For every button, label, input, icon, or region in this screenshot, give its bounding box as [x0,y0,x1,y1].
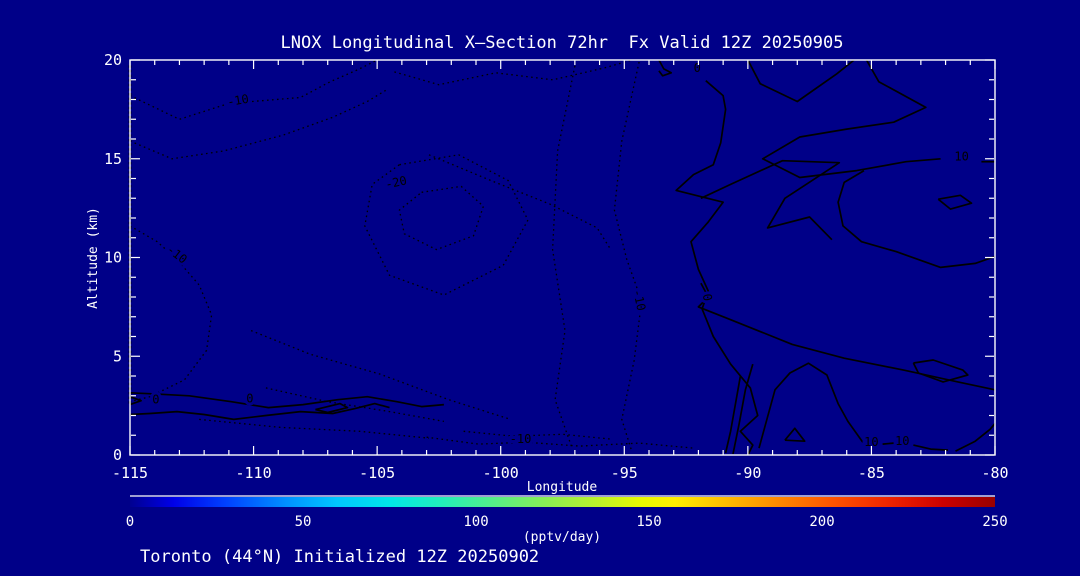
contour-line-level--10 [250,329,511,421]
x-tick-label: -95 [611,464,638,482]
contour-line-level-0 [129,391,444,409]
contour-line-level-0 [675,80,759,456]
y-tick-label: 0 [113,446,122,464]
contour-label: -10 [164,242,190,266]
contour-label: 0 [152,393,159,407]
colorbar-tick-label: 100 [463,514,488,530]
colorbar-tick-label: 50 [295,514,312,530]
plot-title: LNOX Longitudinal X—Section 72hr Fx Vali… [281,33,844,53]
contour-line-level-10 [882,442,894,445]
contour-label: -20 [384,173,408,191]
contour-line-level-0 [658,59,673,77]
contour-label: 10 [864,435,878,449]
contour-line-level--10 [428,154,611,248]
contour-line-level-10 [697,282,996,391]
contour-line-level-10 [837,169,996,269]
x-tick-label: -105 [359,464,395,482]
contour-line-level-10 [747,59,855,103]
contour-line-level--10 [394,59,632,86]
contour-label: 0 [694,61,701,75]
colorbar-tick-labels: 0 50 100 150 200 250 [126,514,1008,530]
contour-labels: -10 -20 -10 -10 -10 0 0 10 10 10 0 0 [149,58,972,452]
x-tick-label: -90 [734,464,761,482]
contour-line-level--10 [613,61,643,452]
contour-label: 0 [700,293,715,303]
colorbar-tick-label: 250 [982,514,1007,530]
y-tick-label: 20 [104,51,122,69]
contour-line-level--10 [426,436,694,449]
contour-label: -10 [226,92,250,110]
contour-line-level-0 [315,402,349,414]
contour-lines [128,59,996,456]
colorbar-tick-label: 200 [809,514,834,530]
contour-line-level-10 [912,359,969,383]
plot-frame [129,59,996,456]
colorbar-tick-label: 0 [126,514,134,530]
colorbar-units-label: (pptv/day) [523,530,601,545]
contour-line-level-0 [129,395,142,406]
contour-label: 10 [895,434,909,448]
x-tick-label: -85 [858,464,885,482]
contour-line-level--10 [463,430,612,440]
x-tick-label: -100 [483,464,519,482]
contour-line-level-10 [758,362,864,449]
contour-line-level-10 [913,444,949,451]
init-annotation: Toronto (44°N) Initialized 12Z 20250902 [140,547,539,567]
contour-label: -10 [510,432,532,446]
contour-line-level-10 [784,427,806,443]
contour-line-level-10 [937,194,973,210]
contour-line-level--10 [551,65,576,450]
contour-line-level-10 [700,159,841,241]
colorbar [130,497,995,507]
contour-line-level--20 [398,185,485,251]
contour-line-level--10 [129,225,213,403]
contour-label: -10 [630,288,648,312]
y-axis-label: Altitude (km) [86,207,101,309]
contour-label: 10 [954,150,968,164]
contour-line-level--10 [199,418,430,439]
contour-line-level-10 [761,59,941,179]
y-tick-label: 5 [113,347,122,365]
contour-line-level-10 [724,375,742,454]
contour-label: 0 [246,392,253,406]
x-axis-label: Longitude [527,480,598,495]
axis-ticks [129,59,996,456]
contour-line-level-10 [955,422,996,452]
x-tick-label: -110 [236,464,272,482]
contour-line-level-10 [732,363,754,455]
x-tick-label: -80 [981,464,1008,482]
y-tick-label: 15 [104,150,122,168]
colorbar-tick-label: 150 [636,514,661,530]
contour-line-level--10 [129,89,388,160]
contour-line-level-0 [129,402,390,421]
y-tick-label: 10 [104,249,122,267]
x-tick-label: -115 [112,464,148,482]
